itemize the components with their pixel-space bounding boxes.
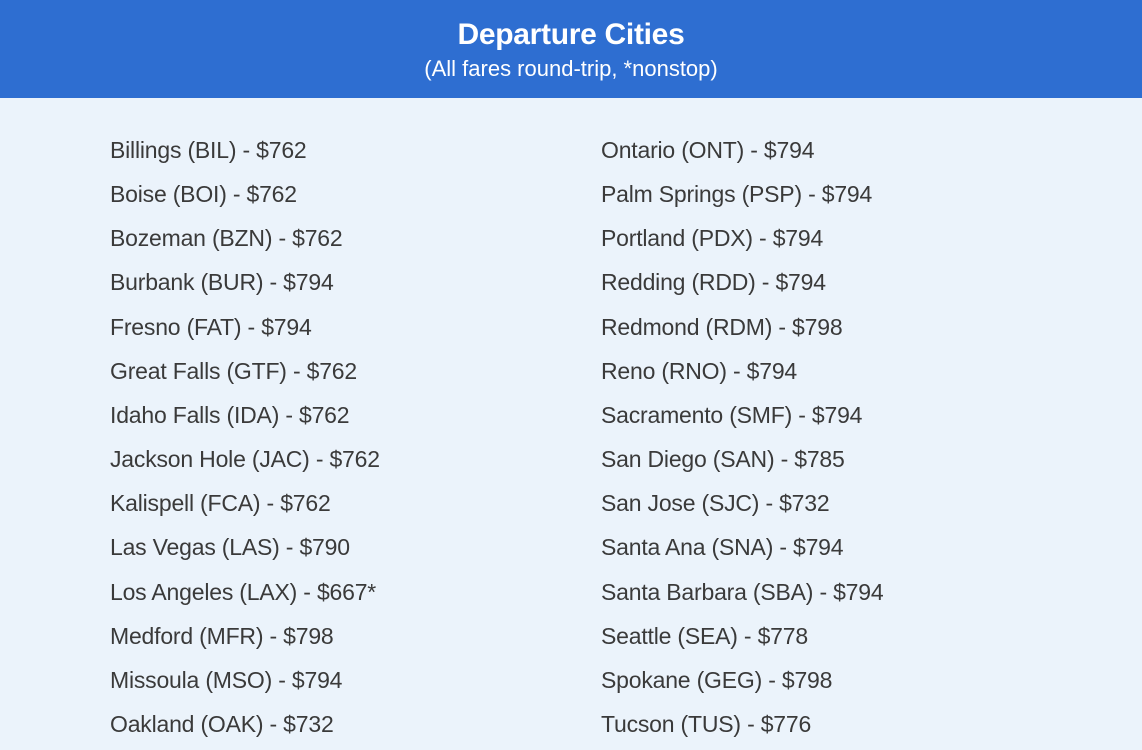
list-item: Tucson (TUS) - $776 [601,702,1042,746]
list-item: Santa Ana (SNA) - $794 [601,525,1042,569]
list-item: Redding (RDD) - $794 [601,260,1042,304]
cities-column-left: Billings (BIL) - $762 Boise (BOI) - $762… [110,128,571,746]
list-item: Oakland (OAK) - $732 [110,702,551,746]
list-item: Redmond (RDM) - $798 [601,305,1042,349]
list-item: Medford (MFR) - $798 [110,614,551,658]
list-item: Idaho Falls (IDA) - $762 [110,393,551,437]
list-item: Los Angeles (LAX) - $667* [110,570,551,614]
list-item: Boise (BOI) - $762 [110,172,551,216]
list-item: Reno (RNO) - $794 [601,349,1042,393]
list-item: Fresno (FAT) - $794 [110,305,551,349]
cities-column-right: Ontario (ONT) - $794 Palm Springs (PSP) … [571,128,1042,746]
list-item: Spokane (GEG) - $798 [601,658,1042,702]
page-title: Departure Cities [0,18,1142,52]
list-item: Santa Barbara (SBA) - $794 [601,570,1042,614]
list-item: Palm Springs (PSP) - $794 [601,172,1042,216]
list-item: Ontario (ONT) - $794 [601,128,1042,172]
page-subtitle: (All fares round-trip, *nonstop) [0,56,1142,82]
list-item: Portland (PDX) - $794 [601,216,1042,260]
list-item: Great Falls (GTF) - $762 [110,349,551,393]
list-item: Jackson Hole (JAC) - $762 [110,437,551,481]
list-item: Kalispell (FCA) - $762 [110,481,551,525]
list-item: Bozeman (BZN) - $762 [110,216,551,260]
list-item: Sacramento (SMF) - $794 [601,393,1042,437]
list-item: San Diego (SAN) - $785 [601,437,1042,481]
header: Departure Cities (All fares round-trip, … [0,0,1142,98]
list-item: Missoula (MSO) - $794 [110,658,551,702]
list-item: San Jose (SJC) - $732 [601,481,1042,525]
list-item: Burbank (BUR) - $794 [110,260,551,304]
list-item: Billings (BIL) - $762 [110,128,551,172]
list-item: Seattle (SEA) - $778 [601,614,1042,658]
cities-content: Billings (BIL) - $762 Boise (BOI) - $762… [0,98,1142,746]
list-item: Las Vegas (LAS) - $790 [110,525,551,569]
